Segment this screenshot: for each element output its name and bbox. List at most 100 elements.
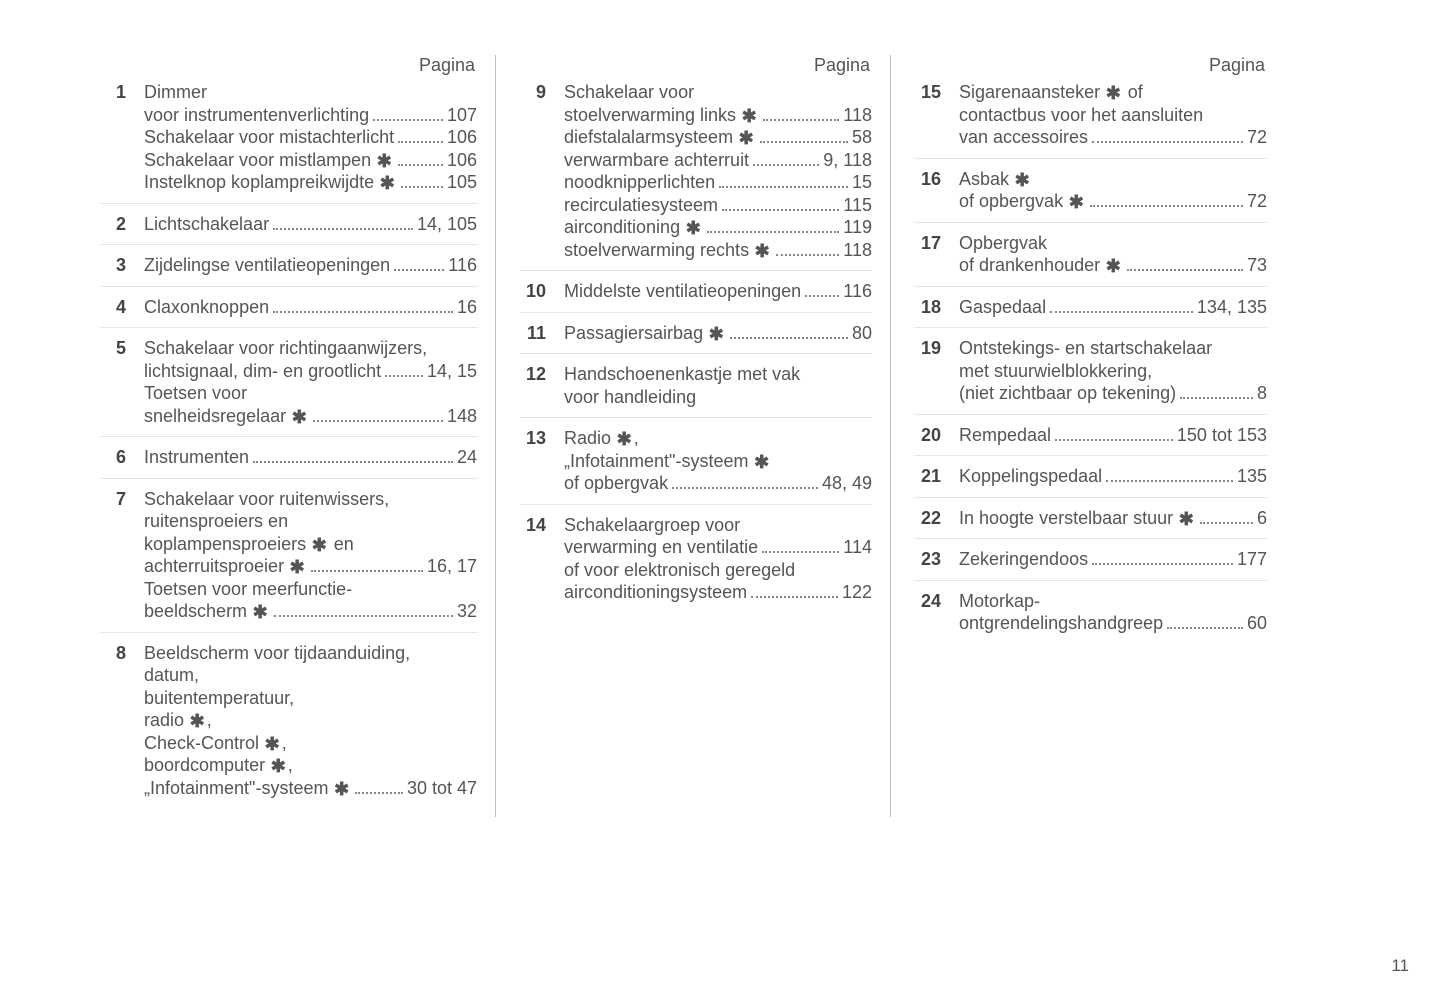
leader-dots [730, 337, 848, 339]
page-ref: 72 [1247, 190, 1267, 213]
leader-dots [1092, 141, 1243, 143]
entry-line: Motorkap- [959, 590, 1267, 613]
entry-number: 4 [100, 296, 126, 319]
star-icon: ✱ [755, 240, 770, 263]
entry-number: 22 [915, 507, 941, 530]
leader-dots [274, 615, 453, 617]
entry-line: lichtsignaal, dim- en grootlicht14, 15 [144, 360, 477, 383]
entry-body: Schakelaar voorstoelverwarming links ✱11… [564, 81, 872, 261]
index-entry: 19Ontstekings- en startschakelaarmet stu… [915, 337, 1267, 415]
star-icon: ✱ [190, 710, 205, 733]
entry-line: koplampensproeiers ✱ en [144, 533, 477, 556]
page-ref: 118 [843, 104, 872, 127]
page-ref: 8 [1257, 382, 1267, 405]
entry-line: ontgrendelingshandgreep60 [959, 612, 1267, 635]
index-entry: 12Handschoenenkastje met vakvoor handlei… [520, 363, 872, 418]
column-1: Pagina1Dimmervoor instrumentenverlichtin… [100, 55, 495, 817]
entry-text: buitentemperatuur, [144, 687, 294, 710]
star-icon: ✱ [739, 127, 754, 150]
entry-line: voor handleiding [564, 386, 872, 409]
entry-line: of drankenhouder ✱ 73 [959, 254, 1267, 277]
entry-text: Schakelaar voor [564, 81, 694, 104]
entry-line: stoelverwarming rechts ✱118 [564, 239, 872, 262]
entry-text: Claxonknoppen [144, 296, 269, 319]
leader-dots [273, 311, 453, 313]
page-ref: 15 [852, 171, 872, 194]
entry-body: Schakelaar voor richtingaanwijzers,licht… [144, 337, 477, 427]
page-ref: 6 [1257, 507, 1267, 530]
entry-body: Beeldscherm voor tijdaanduiding,datum,bu… [144, 642, 477, 800]
entry-line: Opbergvak [959, 232, 1267, 255]
page-ref: 122 [842, 581, 872, 604]
leader-dots [1106, 480, 1233, 482]
entry-line: of opbergvak48, 49 [564, 472, 872, 495]
entry-text: radio ✱, [144, 709, 212, 732]
index-entry: 17Opbergvakof drankenhouder ✱73 [915, 232, 1267, 287]
entry-text: recirculatiesysteem [564, 194, 718, 217]
page-ref: 115 [843, 194, 872, 217]
entry-text: of opbergvak [564, 472, 668, 495]
entry-text: Ontstekings- en startschakelaar [959, 337, 1212, 360]
entry-text: Rempedaal [959, 424, 1051, 447]
page-ref: 30 tot 47 [407, 777, 477, 800]
star-icon: ✱ [380, 172, 395, 195]
star-icon: ✱ [312, 534, 327, 557]
page-ref: 148 [447, 405, 477, 428]
page-ref: 73 [1247, 254, 1267, 277]
entry-line: Middelste ventilatieopeningen116 [564, 280, 872, 303]
entry-body: Schakelaargroep voorverwarming en ventil… [564, 514, 872, 604]
leader-dots [760, 141, 848, 143]
page-ref: 135 [1237, 465, 1267, 488]
entry-line: airconditioningsysteem122 [564, 581, 872, 604]
leader-dots [311, 570, 423, 572]
entry-line: Toetsen voor meerfunctie- [144, 578, 477, 601]
entry-number: 13 [520, 427, 546, 450]
entry-line: verwarming en ventilatie114 [564, 536, 872, 559]
entry-text: Check-Control ✱, [144, 732, 287, 755]
entry-body: Gaspedaal134, 135 [959, 296, 1267, 319]
leader-dots [401, 186, 443, 188]
entry-line: Sigarenaansteker ✱ of [959, 81, 1267, 104]
entry-line: Koppelingspedaal135 [959, 465, 1267, 488]
index-entry: 2Lichtschakelaar14, 105 [100, 213, 477, 246]
entry-text: Radio ✱, [564, 427, 639, 450]
entry-text: stoelverwarming rechts ✱ [564, 239, 772, 262]
page-ref: 134, 135 [1197, 296, 1267, 319]
entry-body: Claxonknoppen16 [144, 296, 477, 319]
entry-number: 14 [520, 514, 546, 537]
leader-dots [1092, 563, 1233, 565]
entry-line: airconditioning ✱119 [564, 216, 872, 239]
entry-text: „Infotainment"-systeem ✱ [144, 777, 351, 800]
entry-text: Opbergvak [959, 232, 1047, 255]
entry-line: Schakelaar voor richtingaanwijzers, [144, 337, 477, 360]
page-ref: 32 [457, 600, 477, 623]
entry-text: Instrumenten [144, 446, 249, 469]
entry-text: of drankenhouder ✱ [959, 254, 1123, 277]
column-2: Pagina9Schakelaar voorstoelverwarming li… [495, 55, 890, 817]
leader-dots [1055, 439, 1173, 441]
entry-line: Zekeringendoos177 [959, 548, 1267, 571]
entry-line: Beeldscherm voor tijdaanduiding, [144, 642, 477, 665]
entry-line: Schakelaar voor ruitenwissers, [144, 488, 477, 511]
index-entry: 8 Beeldscherm voor tijdaanduiding,datum,b… [100, 642, 477, 809]
page-ref: 80 [852, 322, 872, 345]
page-ref: 9, 118 [823, 149, 872, 172]
entry-text: Lichtschakelaar [144, 213, 269, 236]
index-entry: 5 Schakelaar voor richtingaanwijzers,lich… [100, 337, 477, 437]
leader-dots [722, 209, 839, 211]
entry-number: 5 [100, 337, 126, 360]
entry-number: 18 [915, 296, 941, 319]
leader-dots [394, 269, 444, 271]
entry-line: Schakelaargroep voor [564, 514, 872, 537]
leader-dots [313, 420, 443, 422]
entry-text: achterruitsproeier ✱ [144, 555, 307, 578]
entry-number: 8 [100, 642, 126, 665]
leader-dots [751, 596, 838, 598]
index-entry: 22In hoogte verstelbaar stuur ✱6 [915, 507, 1267, 540]
entry-text: of opbergvak ✱ [959, 190, 1086, 213]
entry-body: Zekeringendoos177 [959, 548, 1267, 571]
entry-text: ruitensproeiers en [144, 510, 288, 533]
entry-line: stoelverwarming links ✱118 [564, 104, 872, 127]
entry-text: contactbus voor het aansluiten [959, 104, 1203, 127]
entry-line: of opbergvak ✱ 72 [959, 190, 1267, 213]
